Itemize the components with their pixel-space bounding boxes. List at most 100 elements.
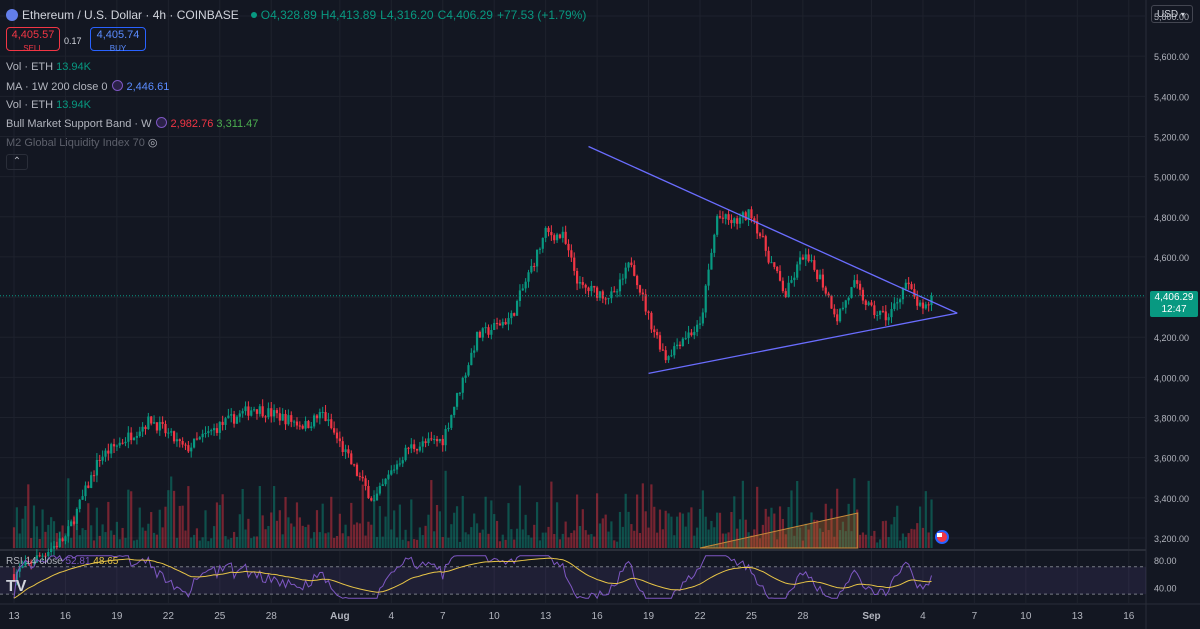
volume-bar	[747, 532, 750, 548]
volume-bar	[393, 510, 396, 548]
candle-body	[616, 291, 619, 293]
candle-body	[204, 432, 207, 434]
candle-body	[495, 322, 499, 324]
volume-bar	[758, 538, 762, 548]
candle-body	[181, 441, 184, 445]
indicator-value: 3,311.47	[216, 118, 259, 130]
candle-body	[813, 260, 816, 270]
volume-bar	[613, 540, 616, 548]
rsi-name: RSI 14 close	[6, 556, 63, 567]
indicator-ma[interactable]: MA · 1W 200 close 0 2,446.61	[6, 80, 169, 93]
volume-bar	[124, 537, 127, 548]
candle-body	[75, 508, 78, 524]
volume-bar	[810, 512, 813, 548]
candle-body	[295, 421, 299, 426]
candle-body	[461, 377, 464, 393]
volume-bar	[401, 539, 404, 548]
candle-body	[727, 214, 730, 220]
candle-body	[275, 410, 279, 414]
candle-body	[744, 212, 747, 220]
candle-body	[824, 287, 827, 294]
candle-body	[453, 406, 456, 416]
candle-body	[870, 302, 873, 306]
collapse-legend-button[interactable]: ⌃	[6, 154, 28, 170]
volume-bar	[661, 529, 664, 548]
candle-body	[355, 464, 359, 476]
rsi-legend[interactable]: RSI 14 close 52.81 48.65	[6, 556, 118, 567]
candle-body	[764, 236, 767, 251]
volume-bar	[290, 523, 293, 548]
volume-bar	[110, 530, 113, 548]
indicator-m2-liquidity[interactable]: M2 Global Liquidity Index 70 ◎	[6, 136, 157, 149]
candle-body	[718, 216, 722, 218]
indicator-volume-1[interactable]: Vol · ETH 13.94K	[6, 61, 91, 73]
volume-bar	[838, 530, 842, 548]
volume-bar	[224, 536, 227, 548]
volume-bar	[773, 513, 776, 548]
volume-bar	[413, 539, 416, 548]
candle-body	[161, 421, 164, 424]
volume-bar	[167, 490, 170, 548]
hidden-eye-icon[interactable]: ◎	[147, 137, 158, 149]
candle-body	[847, 297, 850, 301]
candle-body	[241, 411, 244, 414]
symbol-title[interactable]: Ethereum / U.S. Dollar · 4h · COINBASE	[22, 8, 239, 22]
volume-bar	[318, 532, 321, 548]
volume-bar	[118, 539, 121, 548]
volume-bar	[484, 496, 487, 548]
candle-body	[696, 324, 699, 332]
volume-bar	[478, 532, 482, 548]
tradingview-logo[interactable]: TV	[6, 578, 27, 595]
volume-bar	[138, 507, 141, 548]
volume-bar	[293, 526, 296, 548]
time-tick-label: 16	[1123, 611, 1135, 622]
volume-bar	[587, 534, 590, 548]
sell-button[interactable]: 4,405.57 SELL	[6, 27, 60, 53]
volume-bar	[424, 525, 427, 548]
candle-body	[90, 475, 93, 488]
candle-body	[713, 234, 716, 253]
volume-bar	[258, 486, 261, 548]
candle-body	[138, 431, 141, 437]
indicator-bull-band[interactable]: Bull Market Support Band · W 2,982.76 3,3…	[6, 117, 258, 130]
volume-bar	[410, 499, 413, 548]
time-tick-label: 10	[1020, 611, 1032, 622]
volume-bar	[298, 517, 301, 548]
candle-body	[130, 432, 133, 441]
volume-bar	[238, 514, 241, 548]
candle-body	[878, 310, 882, 315]
volume-bar	[853, 478, 856, 548]
time-tick-label: 22	[694, 611, 706, 622]
volume-bar	[618, 511, 622, 548]
buy-button[interactable]: 4,405.74 BUY	[90, 27, 146, 53]
candle-body	[341, 441, 344, 453]
candle-body	[104, 450, 107, 457]
candle-body	[438, 438, 441, 442]
indicator-settings-icon[interactable]	[111, 80, 123, 91]
indicator-settings-icon[interactable]	[155, 117, 167, 128]
candle-body	[64, 536, 67, 542]
candle-body	[641, 292, 644, 295]
volume-bar	[593, 536, 596, 548]
currency-select[interactable]: USD ▾	[1151, 5, 1193, 23]
volume-bar	[824, 503, 827, 548]
candle-body	[893, 303, 896, 310]
candle-body	[535, 249, 539, 267]
volume-bar	[35, 526, 38, 548]
candle-body	[247, 406, 250, 416]
time-axis: 13 16 19 22 25 28 Aug 4 7 10 13 16 19 22 25 28 Sep 4 7 10 13…	[8, 611, 1134, 622]
indicator-volume-2[interactable]: Vol · ETH 13.94K	[6, 99, 91, 111]
candle-body	[198, 437, 201, 440]
candle-body	[95, 460, 98, 476]
time-tick-label: 13	[1072, 611, 1084, 622]
volume-bar	[344, 524, 347, 548]
volume-bar	[155, 534, 159, 548]
volume-bar	[638, 533, 642, 548]
volume-bar	[881, 521, 885, 548]
volume-bar	[147, 523, 150, 548]
candle-body	[304, 421, 307, 429]
candle-body	[375, 493, 379, 501]
volume-bar	[493, 514, 496, 548]
rsi-tick-label: 40.00	[1154, 583, 1177, 593]
